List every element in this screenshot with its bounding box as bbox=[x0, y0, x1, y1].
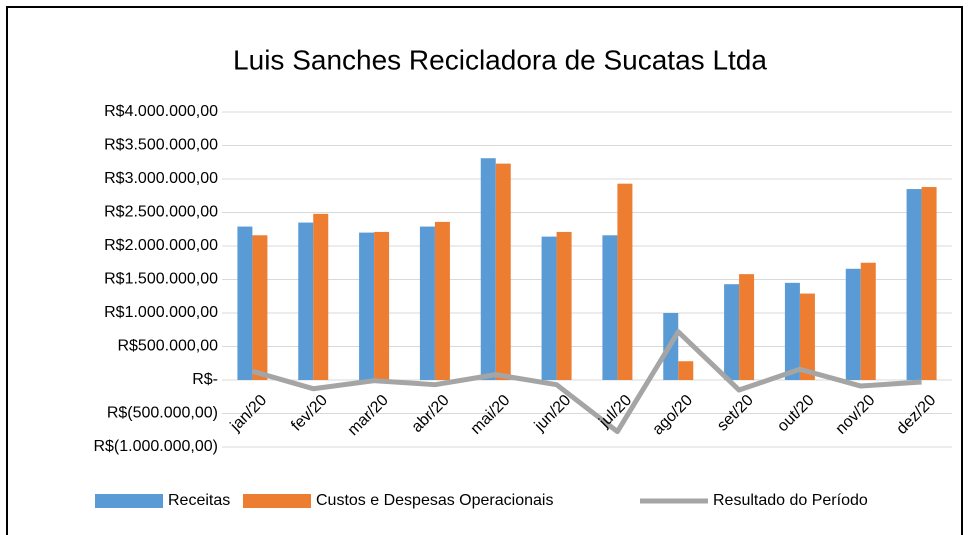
bar bbox=[602, 235, 618, 380]
y-tick-label: R$3.500.000,00 bbox=[104, 137, 218, 154]
bar bbox=[617, 183, 633, 380]
y-tick-label: R$4.000.000,00 bbox=[104, 103, 218, 120]
bar bbox=[359, 232, 375, 380]
legend-label: Resultado do Período bbox=[713, 492, 868, 509]
bar bbox=[419, 226, 435, 380]
y-tick-label: R$3.000.000,00 bbox=[104, 170, 218, 187]
bar bbox=[678, 361, 694, 380]
y-tick-label: R$2.000.000,00 bbox=[104, 237, 218, 254]
bar bbox=[480, 158, 496, 380]
chart-title: Luis Sanches Recicladora de Sucatas Ltda bbox=[233, 44, 767, 75]
bar bbox=[906, 189, 922, 380]
bar bbox=[556, 231, 572, 380]
bar bbox=[845, 268, 861, 380]
line-series bbox=[251, 329, 922, 435]
bar bbox=[374, 231, 390, 380]
legend-swatch bbox=[95, 494, 163, 508]
legend-label: Receitas bbox=[168, 492, 230, 509]
y-tick-label: R$500.000,00 bbox=[117, 338, 218, 355]
bar bbox=[739, 274, 755, 380]
bar bbox=[784, 282, 800, 380]
bar bbox=[799, 293, 815, 380]
bar bbox=[252, 235, 268, 380]
legend-swatch bbox=[243, 494, 311, 508]
y-tick-label: R$2.500.000,00 bbox=[104, 204, 218, 221]
y-tick-label: R$1.500.000,00 bbox=[104, 271, 218, 288]
y-tick-label: R$1.000.000,00 bbox=[104, 304, 218, 321]
bar bbox=[495, 163, 511, 380]
y-tick-label: R$- bbox=[192, 371, 218, 388]
bar bbox=[237, 226, 253, 380]
bar bbox=[434, 221, 450, 380]
bar bbox=[724, 284, 740, 380]
y-tick-label: R$(500.000,00) bbox=[107, 405, 218, 422]
y-tick-label: R$(1.000.000,00) bbox=[93, 438, 218, 455]
bar bbox=[313, 213, 329, 380]
bar bbox=[541, 236, 557, 380]
bar bbox=[860, 262, 876, 380]
bar bbox=[298, 222, 314, 380]
bar bbox=[921, 187, 937, 380]
legend-label: Custos e Despesas Operacionais bbox=[316, 492, 553, 509]
